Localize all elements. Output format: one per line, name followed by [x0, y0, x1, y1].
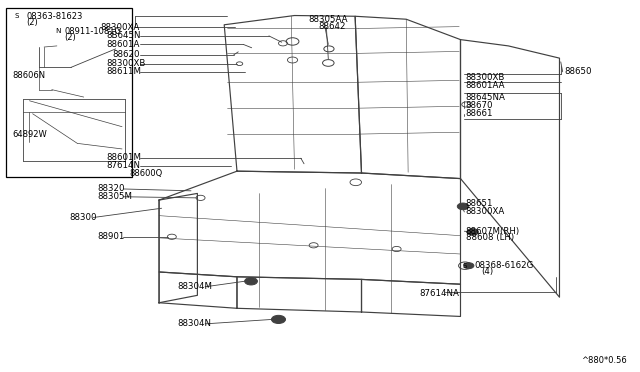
Text: 88300: 88300 [70, 213, 97, 222]
Text: S: S [463, 263, 467, 269]
Text: 88651: 88651 [466, 199, 493, 208]
Text: 88611M: 88611M [106, 67, 141, 76]
Circle shape [458, 203, 468, 210]
Text: 88320: 88320 [98, 184, 125, 193]
Circle shape [467, 229, 478, 235]
Circle shape [464, 263, 474, 269]
Text: 88606N: 88606N [12, 71, 45, 80]
Text: 88300XA: 88300XA [100, 23, 140, 32]
Text: 88300XB: 88300XB [106, 59, 145, 68]
Text: 88608 (LH): 88608 (LH) [466, 233, 514, 243]
Text: ^880*0.56: ^880*0.56 [580, 356, 627, 365]
Text: 88642: 88642 [318, 22, 346, 31]
Text: 88661: 88661 [466, 109, 493, 118]
Text: 88304M: 88304M [177, 282, 212, 291]
Text: 88601M: 88601M [106, 153, 141, 162]
Text: 88670: 88670 [466, 101, 493, 110]
Text: 88607M(RH): 88607M(RH) [466, 227, 520, 236]
Text: 88601A: 88601A [106, 39, 140, 49]
Text: 88300XA: 88300XA [466, 207, 505, 216]
Text: S: S [15, 13, 19, 19]
Text: 08911-1081G: 08911-1081G [65, 26, 122, 36]
Text: (2): (2) [26, 19, 38, 28]
Text: 08368-6162G: 08368-6162G [474, 261, 534, 270]
Text: 88305M: 88305M [98, 192, 132, 201]
Text: 88304N: 88304N [177, 319, 212, 328]
Text: 88645NA: 88645NA [466, 93, 506, 102]
Text: (2): (2) [65, 33, 76, 42]
Text: 8B645N: 8B645N [106, 31, 141, 40]
Text: 87614NA: 87614NA [419, 289, 459, 298]
Circle shape [271, 315, 285, 324]
Text: N: N [56, 28, 61, 34]
Text: 88601AA: 88601AA [466, 81, 505, 90]
Text: 08363-81623: 08363-81623 [26, 12, 83, 21]
Text: 88620: 88620 [113, 50, 140, 59]
Bar [54, 28, 62, 34]
Text: (4): (4) [481, 267, 493, 276]
Text: 88305AA: 88305AA [308, 15, 348, 24]
Text: 64892W: 64892W [12, 129, 47, 139]
Text: 88600Q: 88600Q [130, 169, 163, 178]
Bar [6, 8, 132, 177]
Text: 88650: 88650 [564, 67, 591, 76]
Circle shape [244, 278, 257, 285]
Text: 88300XB: 88300XB [466, 73, 505, 82]
Text: 87614N: 87614N [106, 161, 140, 170]
Text: 88901: 88901 [98, 232, 125, 241]
